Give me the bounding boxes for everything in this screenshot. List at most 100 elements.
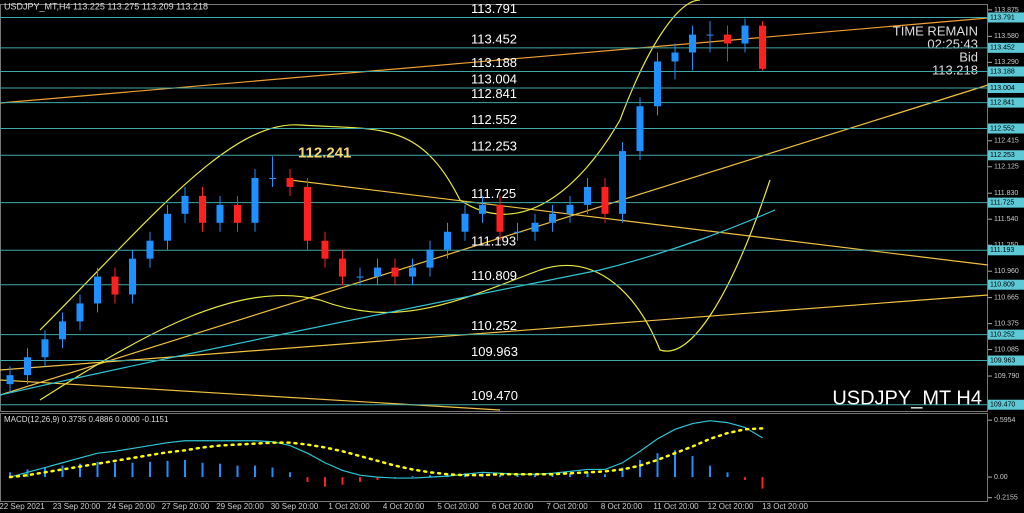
macd-tick-label: -0.2155: [994, 495, 1018, 502]
y-tick-label: 110.085: [994, 346, 1019, 353]
x-tick-label: 5 Oct 20:00: [437, 502, 479, 511]
macd-bar: [236, 465, 239, 478]
macd-bar: [604, 474, 606, 478]
level-tag-label: 112.552: [990, 125, 1015, 132]
candle-body: [111, 276, 119, 295]
candle-body: [94, 276, 101, 304]
macd-tick-label: 0.5954: [994, 417, 1016, 424]
candle-body: [321, 240, 329, 259]
trend-line: [0, 17, 989, 104]
level-label: 110.809: [471, 268, 517, 283]
macd-bar: [656, 453, 659, 478]
level-tag-label: 113.452: [990, 45, 1015, 52]
level-label: 110.252: [471, 318, 517, 333]
candle-body: [356, 276, 364, 278]
candle-body: [671, 52, 679, 62]
candle-body: [286, 177, 294, 187]
macd-bar: [411, 476, 414, 478]
macd-bar: [341, 477, 344, 485]
macd-bar: [289, 472, 291, 478]
macd-bar: [761, 477, 764, 489]
y-tick-label: 110.960: [994, 268, 1019, 275]
level-tag-label: 112.253: [990, 152, 1015, 159]
level-tag: [988, 355, 1024, 366]
macd-bar: [61, 465, 64, 478]
band-lower: [39, 179, 771, 401]
x-tick-label: 7 Oct 20:00: [546, 502, 588, 511]
level-tag: [988, 329, 1024, 340]
candle-body: [689, 34, 696, 53]
level-tag: [988, 150, 1024, 161]
x-tick-label: 12 Oct 20:00: [708, 502, 754, 511]
candle-body: [444, 231, 451, 250]
level-tag-label: 113.188: [990, 68, 1015, 75]
level-label: 113.004: [471, 71, 517, 86]
macd-bar: [709, 465, 711, 478]
candle-body: [584, 186, 591, 205]
candle-body: [76, 303, 84, 322]
candle-body: [164, 213, 171, 241]
moving-average: [0, 209, 776, 396]
x-tick-label: 30 Sep 20:00: [271, 502, 319, 511]
macd-bar: [324, 477, 326, 487]
level-tag-label: 110.809: [990, 282, 1015, 289]
level-tag: [988, 245, 1024, 256]
macd-bar: [149, 461, 151, 478]
x-tick-label: 27 Sep 20:00: [162, 502, 210, 511]
level-label: 113.188: [471, 55, 517, 70]
main-panel: [0, 4, 988, 412]
y-tick-label: 113.580: [994, 33, 1019, 40]
candle-body: [426, 249, 434, 268]
y-tick-label: 112.415: [994, 138, 1019, 145]
candle-body: [409, 267, 416, 277]
macd-bar: [551, 474, 554, 478]
macd-bar: [131, 462, 134, 478]
level-label: 109.963: [471, 344, 518, 359]
x-tick-label: 4 Oct 20:00: [383, 502, 425, 511]
bid: 113.218: [932, 62, 978, 77]
candle-body: [461, 213, 469, 232]
y-tick-label: 110.665: [994, 294, 1019, 301]
macd-bar: [499, 475, 501, 478]
level-tag: [988, 399, 1024, 410]
macd-bar: [534, 475, 536, 478]
trend-line: [0, 294, 989, 371]
trend-lines: [0, 0, 989, 411]
candle-body: [181, 195, 189, 214]
macd-bar: [96, 461, 99, 478]
level-tag: [988, 66, 1024, 77]
x-tick-label: 8 Oct 20:00: [601, 502, 643, 511]
macd-bar: [429, 475, 431, 478]
level-tag-label: 113.791: [990, 14, 1015, 21]
header: USDJPY_MT,H4 113.225 113.275 113.209 113…: [4, 1, 208, 11]
candle-body: [514, 231, 521, 233]
candle-body: [146, 240, 154, 259]
macd-bar: [254, 465, 256, 478]
candle-body: [6, 375, 14, 385]
level-label: 112.552: [471, 112, 517, 127]
candle-body: [531, 222, 539, 232]
candle-body: [741, 25, 749, 44]
x-tick-label: 23 Sep 20:00: [53, 502, 101, 511]
macd-line: [9, 420, 763, 479]
candle-body: [391, 267, 399, 277]
macd-bar: [586, 472, 589, 478]
level-label: 112.253: [471, 139, 517, 154]
macd-bar: [569, 473, 571, 478]
macd-bar: [691, 456, 694, 478]
x-tick-label: 11 Oct 20:00: [653, 502, 699, 511]
level-label: 111.725: [471, 186, 516, 201]
y-tick-label: 109.790: [994, 373, 1019, 380]
y-tick-label: 113.290: [994, 59, 1019, 66]
candle-body: [636, 106, 644, 152]
candle-body: [59, 321, 66, 340]
macd-bar: [306, 477, 309, 482]
macd-title: MACD(12,26,9) 0.3735 0.4886 0.0000 -0.11…: [4, 415, 169, 424]
level-label: 113.791: [471, 1, 517, 16]
timer-label: TIME REMAIN: [893, 23, 978, 38]
candle-body: [496, 204, 504, 232]
y-tick-label: 111.540: [994, 216, 1018, 223]
macd-bar: [516, 475, 519, 478]
